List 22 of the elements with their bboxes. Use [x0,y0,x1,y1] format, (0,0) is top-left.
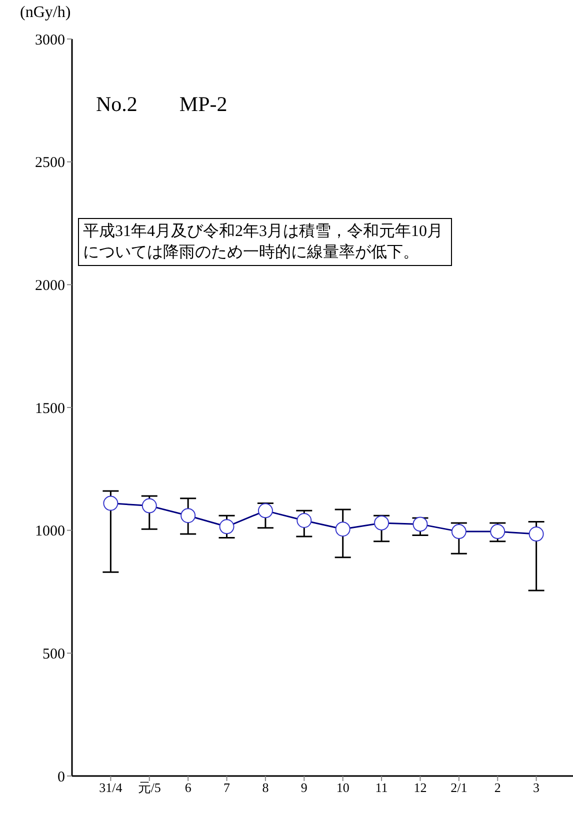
y-tick-label: 1000 [35,524,65,540]
x-tick-label: 元/5 [138,780,161,796]
x-tick-label: 6 [184,780,192,796]
x-tick-label: 2 [494,780,501,796]
y-tick-label: 1500 [35,400,65,417]
y-tick-label: 0 [58,769,65,786]
x-tick-label: 9 [300,780,308,796]
x-tick-label: 8 [262,780,269,796]
annotation: 平成31年4月及び令和2年3月は積雪，令和元年10月については降雨のため一時的に線量率が低下。 [78,218,452,266]
y-tick-label: 2000 [35,278,65,294]
y-axis-title: (nGy/h) [20,4,71,22]
text: No.2 MP-2 [96,91,228,118]
x-tick-label: 3 [533,780,540,796]
y-tick-label: 2500 [35,155,65,172]
x-tick-label: 31/4 [99,780,123,796]
x-tick-label: 12 [414,780,427,796]
y-tick-label: 500 [42,646,65,662]
x-tick-label: 7 [224,780,231,796]
x-tick-label: 10 [336,780,350,796]
y-tick-label: 3000 [35,32,65,48]
x-tick-label: 2/1 [450,780,468,796]
x-tick-label: 11 [375,780,388,796]
